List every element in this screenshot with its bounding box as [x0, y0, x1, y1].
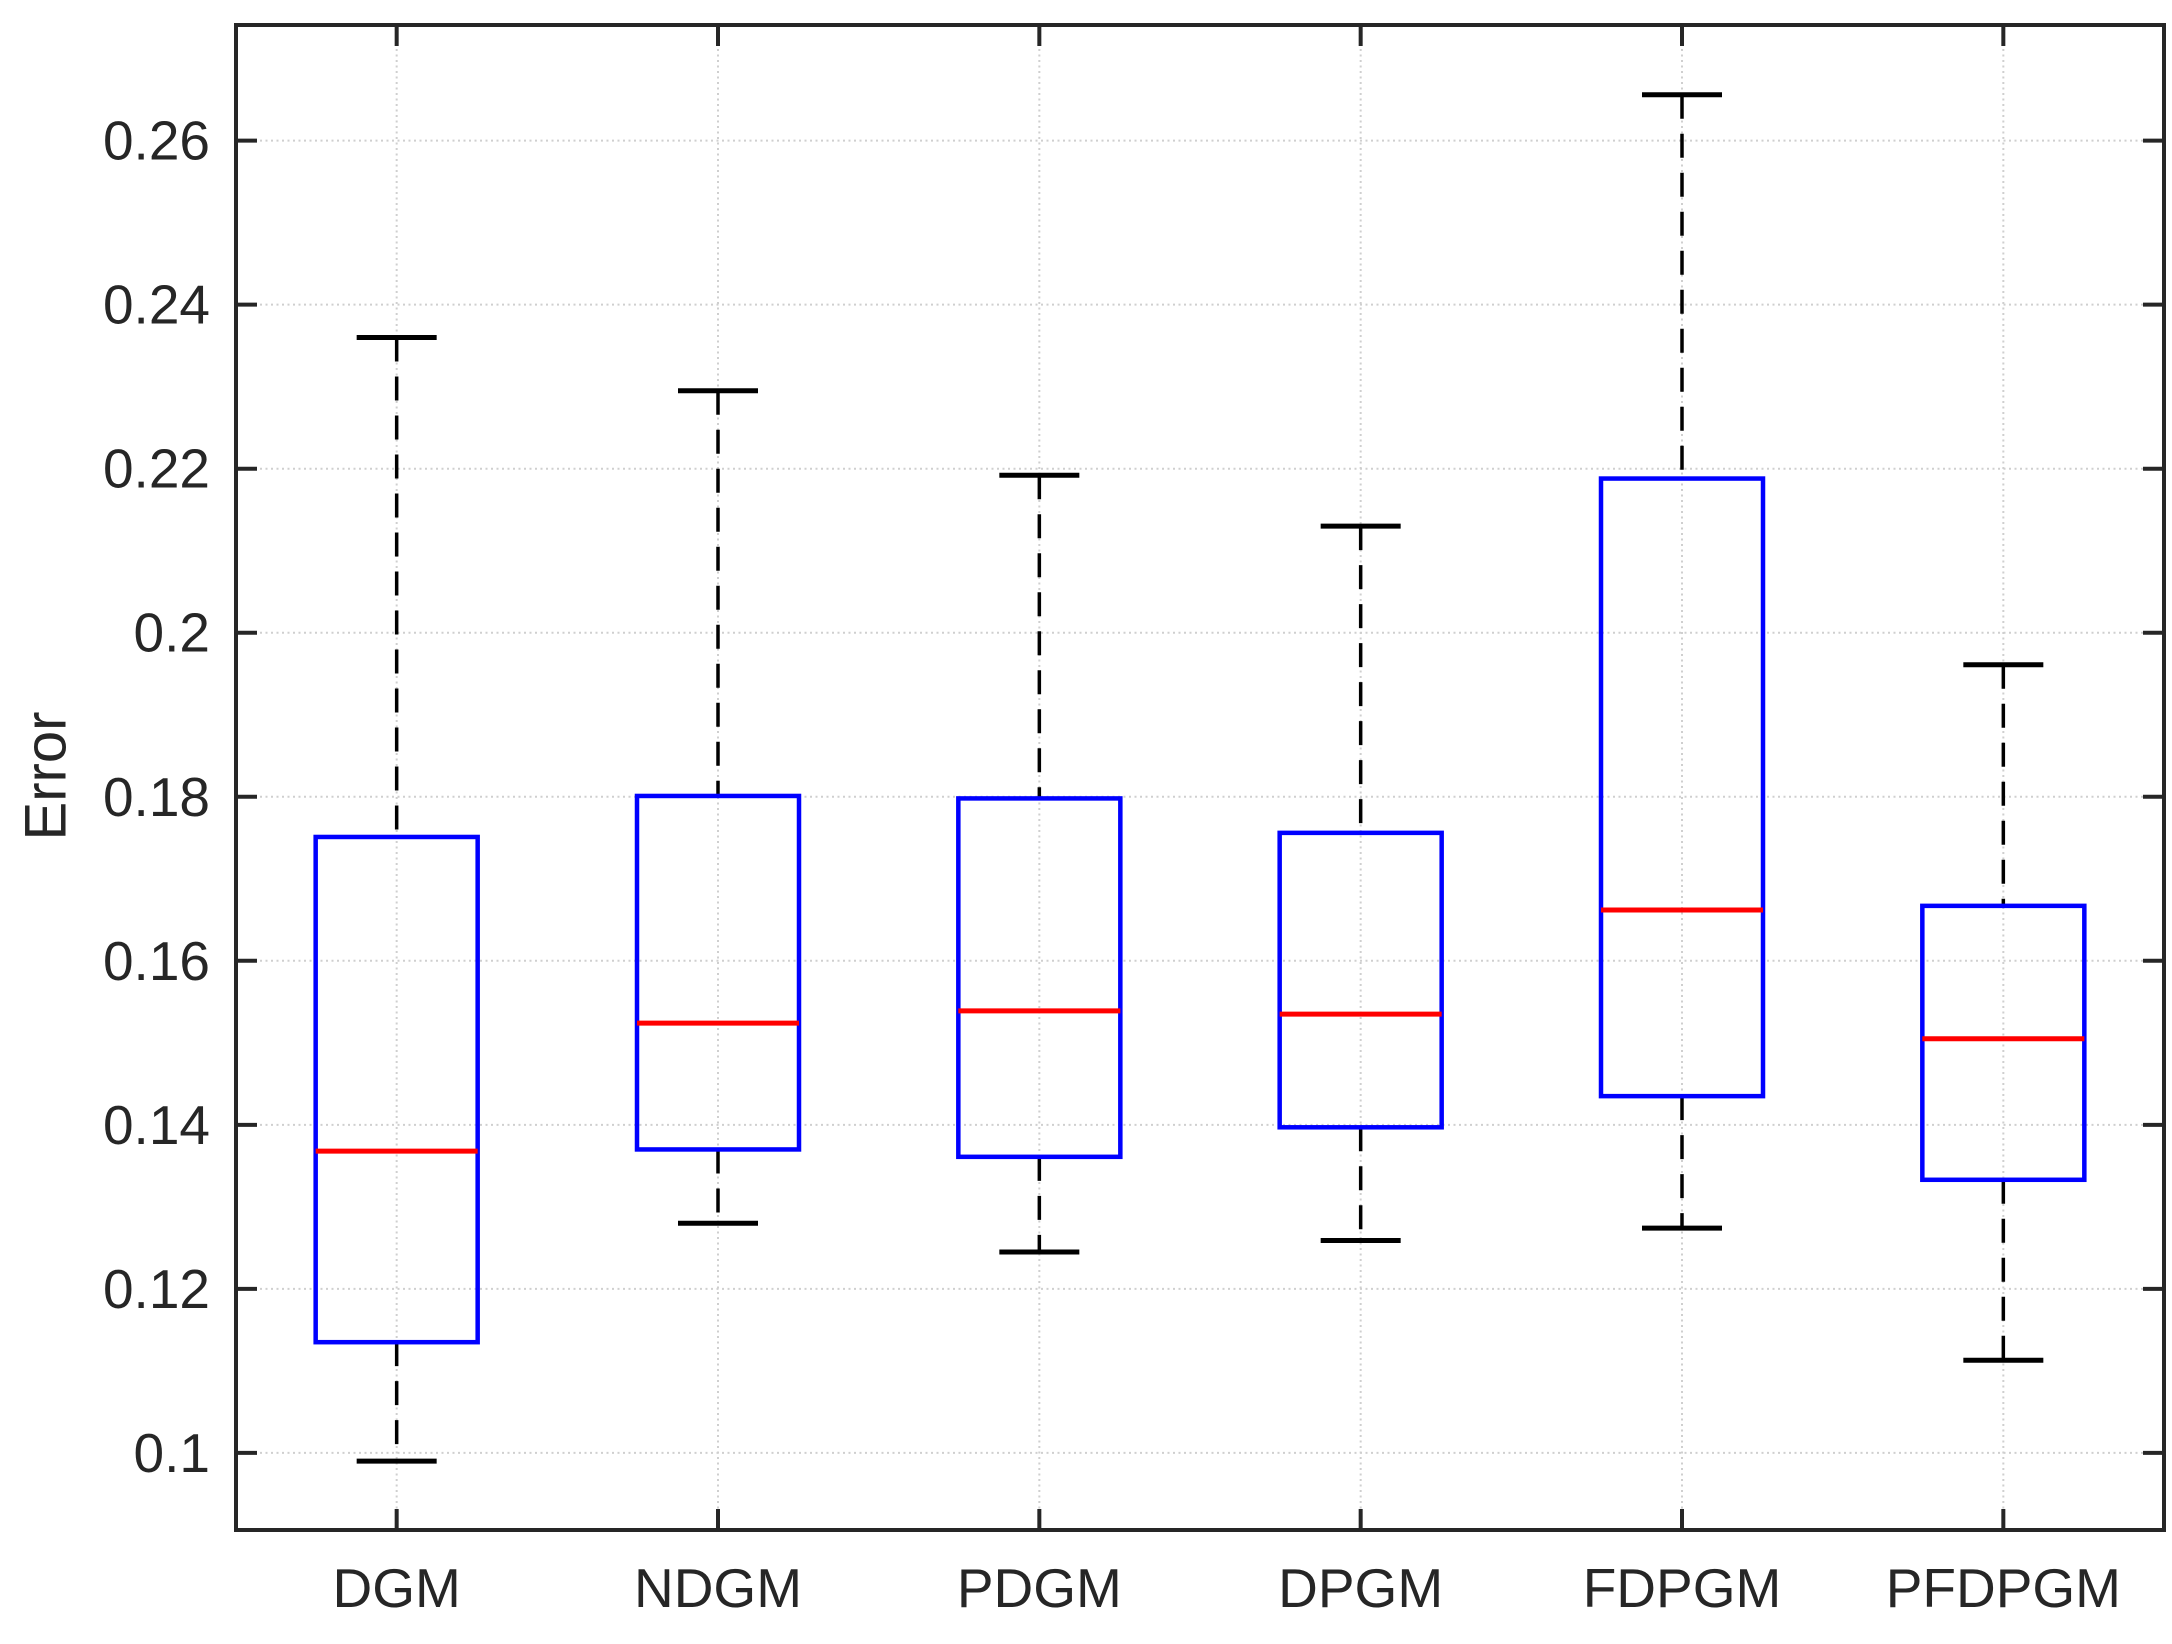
box-group-PDGM [956, 472, 1123, 1255]
axes-border [234, 23, 2166, 1532]
box-group-DGM [313, 334, 480, 1464]
x-category-label: NDGM [634, 1557, 802, 1619]
y-tick-label: 0.14 [103, 1094, 210, 1156]
box-group-PFDPGM [1920, 662, 2087, 1363]
y-tick-label: 0.16 [103, 930, 210, 992]
iqr-box [956, 796, 1123, 1160]
y-tick-label: 0.1 [134, 1422, 210, 1484]
box-group-FDPGM [1598, 92, 1766, 1231]
iqr-box [1277, 830, 1444, 1130]
tick-marks [236, 25, 2164, 1530]
y-tick-label: 0.12 [103, 1258, 210, 1320]
y-tick-label: 0.26 [103, 110, 210, 172]
y-axis-label: Error [14, 712, 79, 841]
iqr-box [1598, 476, 1766, 1099]
x-category-label: PDGM [957, 1557, 1122, 1619]
x-category-label: DGM [333, 1557, 461, 1619]
grid-lines [238, 27, 2162, 1528]
box-group-DPGM [1277, 523, 1444, 1243]
iqr-box [1920, 903, 2087, 1183]
y-tick-label: 0.22 [103, 438, 210, 500]
y-tick-label: 0.24 [103, 274, 210, 336]
iqr-box [313, 834, 480, 1345]
box-group-NDGM [634, 388, 802, 1226]
iqr-box [634, 793, 802, 1152]
x-category-label: PFDPGM [1886, 1557, 2121, 1619]
y-tick-label: 0.2 [134, 602, 210, 664]
x-category-label: DPGM [1278, 1557, 1443, 1619]
y-tick-label: 0.18 [103, 766, 210, 828]
x-category-label: FDPGM [1583, 1557, 1782, 1619]
